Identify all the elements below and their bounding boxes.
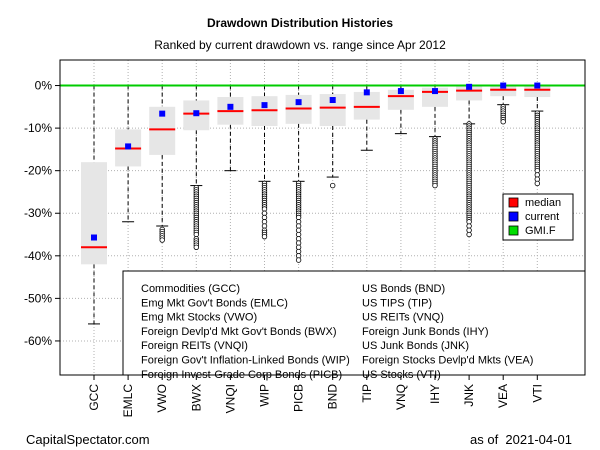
- key-entry-right: US Bonds (BND): [362, 283, 445, 295]
- x-tick-label: BND: [326, 384, 340, 410]
- current-marker: [193, 110, 200, 117]
- key-entry-left: Foreign REITs (VNQI): [141, 340, 248, 352]
- chart-title: Drawdown Distribution Histories: [206, 16, 393, 30]
- x-tick-label: VEA: [496, 384, 510, 408]
- current-marker: [534, 82, 541, 89]
- y-tick-label: -10%: [24, 121, 52, 135]
- current-marker: [500, 82, 507, 89]
- iqr-box: [524, 85, 551, 98]
- key-box-frame: [122, 270, 586, 376]
- key-entry-left: Foreign Gov't Inflation-Linked Bonds (WI…: [141, 355, 350, 367]
- key-entry-right: Foreign Stocks Devlp'd Mkts (VEA): [362, 355, 533, 367]
- legend: median current GMI.F: [502, 193, 574, 241]
- key-entry-left: Commodities (GCC): [141, 283, 240, 295]
- outlier-point: [193, 244, 199, 250]
- current-marker: [363, 89, 370, 96]
- y-tick-label: -30%: [24, 206, 52, 220]
- axes: 0% -10% -20% -30% -40% -50% -60% GCC EMLC VWO BWX V…: [24, 59, 586, 418]
- iqr-box: [387, 89, 414, 110]
- x-tick-label: JNK: [462, 384, 476, 407]
- key-entry-right: US Junk Bonds (JNK): [362, 340, 469, 352]
- as-of-date: as of 2021-04-01: [470, 432, 572, 447]
- x-tick-label: PICB: [292, 384, 306, 412]
- outlier-point: [534, 180, 540, 187]
- current-marker: [397, 88, 404, 95]
- source-credit: CapitalSpectator.com: [26, 432, 150, 447]
- date-value: 2021-04-01: [505, 432, 572, 447]
- x-tick-label: EMLC: [121, 384, 135, 418]
- legend-swatch: [508, 211, 519, 222]
- legend-label: median: [525, 197, 561, 209]
- current-marker: [159, 110, 166, 117]
- outlier-point: [330, 182, 336, 189]
- outlier-point: [466, 231, 472, 238]
- y-tick-label: -20%: [24, 164, 52, 178]
- key-entry-left: Emg Mkt Gov't Bonds (EMLC): [141, 297, 288, 309]
- outlier-point: [261, 233, 268, 240]
- x-tick-label: BWX: [189, 384, 203, 411]
- iqr-box: [353, 91, 380, 120]
- iqr-box: [81, 162, 107, 265]
- y-tick-label: 0%: [35, 79, 53, 93]
- box-series: [60, 82, 585, 325]
- chart-subtitle: Ranked by current drawdown vs. range sin…: [154, 38, 446, 52]
- key-entry-left: Foreign Devlp'd Mkt Gov't Bonds (BWX): [141, 326, 337, 338]
- current-marker: [261, 102, 268, 109]
- current-marker: [329, 97, 336, 104]
- key-entry-left: Foreign Invest-Grade Corp Bonds (PICB): [141, 369, 342, 381]
- key-entry-right: Foreign Junk Bonds (IHY): [362, 326, 489, 338]
- x-tick-label: VWO: [155, 384, 169, 413]
- current-marker: [295, 99, 302, 106]
- key-entry-right: US Stocks (VTI): [362, 369, 441, 381]
- iqr-box: [490, 85, 517, 97]
- legend-swatch: [508, 225, 519, 236]
- current-marker: [432, 88, 438, 95]
- x-tick-label: IHY: [428, 384, 442, 404]
- outlier-point: [295, 257, 302, 263]
- x-tick-label: VNQI: [223, 384, 237, 413]
- x-tick-label: VTI: [530, 384, 544, 403]
- x-tick-label: VNQ: [394, 384, 408, 410]
- ticker-key-box: Commodities (GCC) Emg Mkt Gov't Bonds (EM…: [122, 270, 586, 381]
- key-entry-right: US TIPS (TIP): [362, 297, 432, 309]
- current-marker: [227, 103, 234, 110]
- y-tick-label: -40%: [24, 249, 52, 263]
- x-tick-label: WIP: [258, 384, 272, 407]
- outlier-point: [159, 237, 165, 243]
- legend-label: current: [525, 211, 559, 223]
- y-tick-label: -50%: [24, 291, 52, 305]
- current-marker: [91, 234, 97, 241]
- legend-label: GMI.F: [525, 225, 556, 237]
- outlier-point: [500, 119, 506, 125]
- outlier-point: [432, 182, 438, 189]
- legend-swatch: [508, 197, 519, 208]
- x-tick-label: TIP: [360, 384, 374, 403]
- as-of-label: as of: [470, 432, 499, 447]
- key-entry-right: US REITs (VNQ): [362, 312, 444, 324]
- y-tick-label: -60%: [24, 334, 52, 348]
- current-marker: [125, 143, 132, 150]
- key-entry-left: Emg Mkt Stocks (VWO): [141, 312, 257, 324]
- x-tick-label: GCC: [87, 384, 101, 411]
- current-marker: [466, 83, 473, 90]
